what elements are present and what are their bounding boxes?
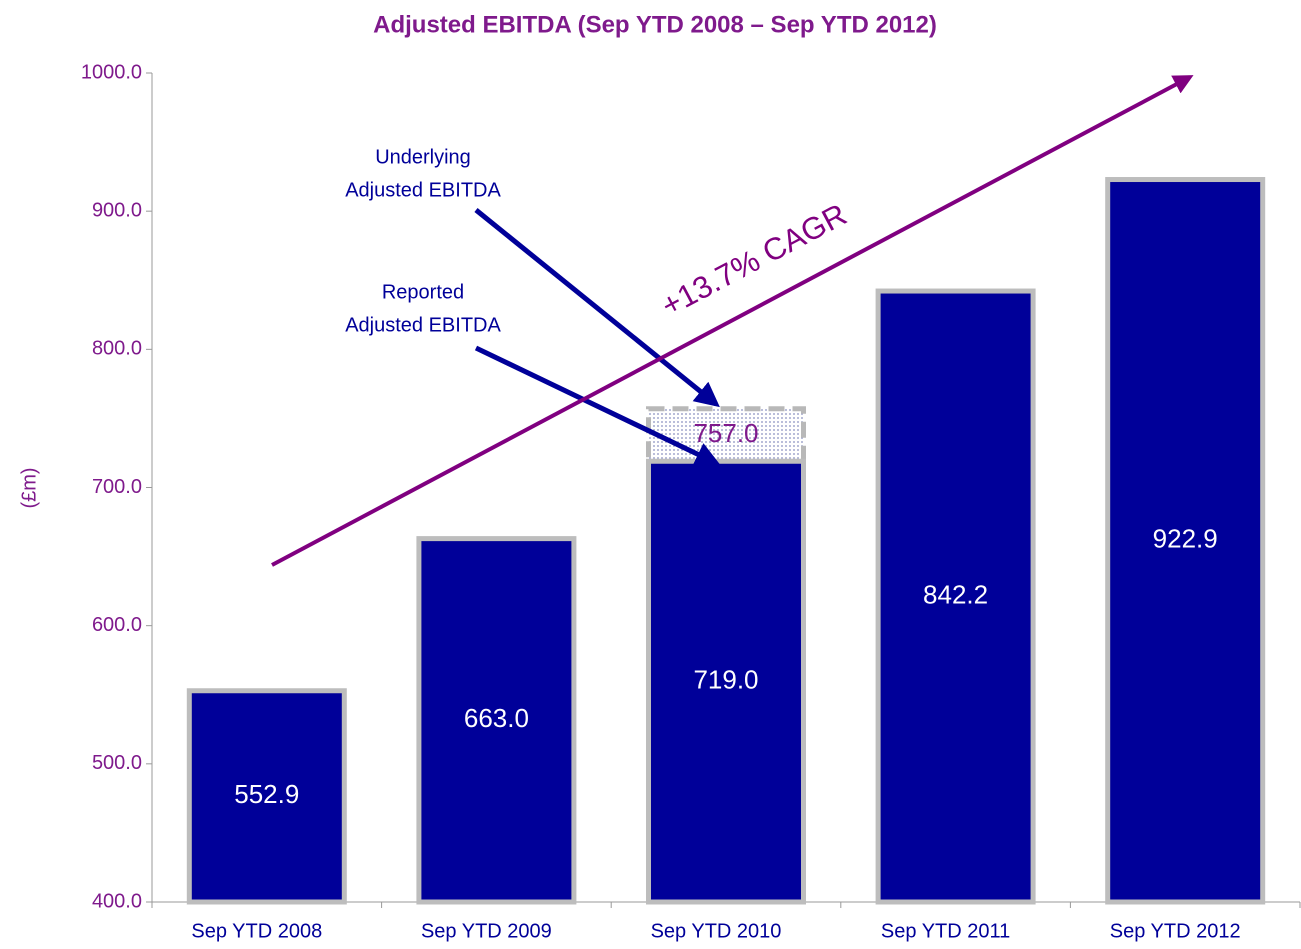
annotation: Reported <box>382 281 464 303</box>
value-label: 663.0 <box>464 703 529 733</box>
plot-area: 400.0 500.0 600.0 700.0 800.0 900.0 1000.0 757.… <box>81 61 1301 942</box>
x-tick-label: Sep YTD 2010 <box>651 920 782 942</box>
annotation: Adjusted EBITDA <box>345 314 501 336</box>
value-label: 757.0 <box>693 418 758 448</box>
x-tick-label: Sep YTD 2011 <box>881 920 1010 942</box>
value-label: 922.9 <box>1153 524 1218 554</box>
trend-arrow <box>271 75 1194 567</box>
bar <box>646 458 806 905</box>
annotation: Underlying <box>375 146 471 168</box>
bar <box>1105 177 1266 905</box>
value-label: 552.9 <box>234 779 299 809</box>
y-tick-label: 900.0 <box>92 199 142 221</box>
y-tick-label: 1000.0 <box>81 61 142 83</box>
y-tick-label: 700.0 <box>92 476 142 498</box>
y-tick-label: 400.0 <box>92 890 142 912</box>
chart-title: Adjusted EBITDA (Sep YTD 2008 – Sep YTD … <box>373 11 937 38</box>
value-label: 842.2 <box>923 579 988 609</box>
y-tick-label: 600.0 <box>92 614 142 636</box>
x-tick-label: Sep YTD 2012 <box>1110 920 1241 942</box>
y-tick-label: 800.0 <box>92 338 142 360</box>
arrow <box>474 345 721 466</box>
y-axis-label: (£m) <box>18 467 40 508</box>
x-tick-label: Sep YTD 2009 <box>421 920 552 942</box>
cagr-annotation: +13.7% CAGR <box>656 197 853 324</box>
bar <box>186 688 347 905</box>
arrow <box>474 208 720 408</box>
bar <box>875 288 1036 905</box>
annotation: Adjusted EBITDA <box>345 179 501 201</box>
y-tick-label: 500.0 <box>92 752 142 774</box>
value-label: 719.0 <box>693 664 758 694</box>
x-tick-label: Sep YTD 2008 <box>191 920 322 942</box>
bar <box>416 536 577 905</box>
